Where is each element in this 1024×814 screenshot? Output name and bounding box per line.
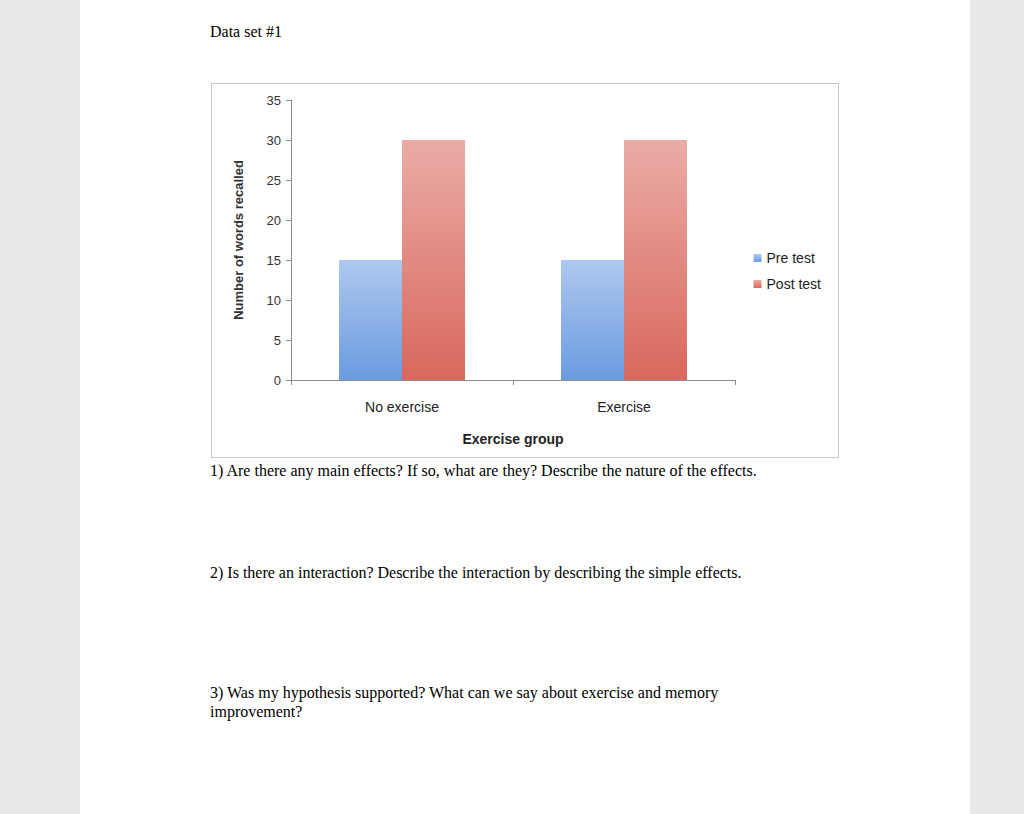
svg-text:Number of words recalled: Number of words recalled — [231, 160, 246, 320]
html-text:Data set #1: Data set #1 — [210, 23, 282, 40]
svg-text:15: 15 — [267, 253, 281, 268]
svg-text:30: 30 — [267, 133, 281, 148]
svg-text:No exercise: No exercise — [365, 399, 439, 415]
svg-text:Pre test: Pre test — [767, 250, 815, 266]
html-text:improvement?: improvement? — [210, 703, 303, 720]
svg-text:20: 20 — [267, 213, 281, 228]
svg-text:0: 0 — [274, 373, 281, 388]
svg-text:Post test: Post test — [767, 276, 822, 292]
html-text:1) Are there any main effects?: 1) Are there any main effects? If so, wh… — [210, 462, 757, 479]
svg-text:25: 25 — [267, 173, 281, 188]
svg-text:5: 5 — [274, 333, 281, 348]
html-text:2) Is there an interaction? De: 2) Is there an interaction? Describe the… — [210, 564, 742, 581]
svg-text:Exercise group: Exercise group — [462, 431, 563, 447]
html-text:3) Was my hypothesis supported: 3) Was my hypothesis supported? What can… — [210, 684, 719, 701]
svg-text:35: 35 — [267, 93, 281, 108]
svg-text:Exercise: Exercise — [597, 399, 651, 415]
svg-text:10: 10 — [267, 293, 281, 308]
